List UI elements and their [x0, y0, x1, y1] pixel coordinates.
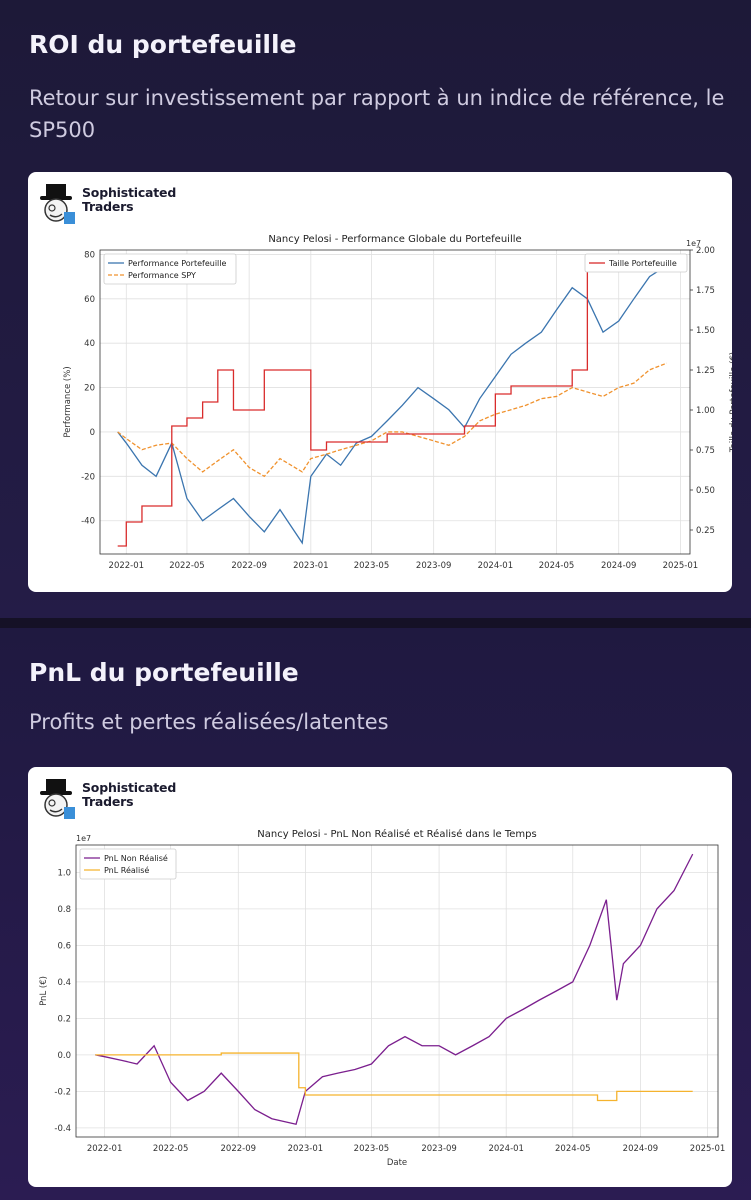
top-hat-mascot-icon [40, 779, 75, 819]
series-line-pnl-non-r-alis- [95, 853, 694, 1125]
legend-label: Performance Portefeuille [128, 259, 226, 268]
y2-tick-label: 0.50 [696, 486, 715, 496]
x-tick-label: 2024-05 [555, 1144, 591, 1154]
y2-tick-label: 1.00 [696, 406, 715, 416]
plot-frame [99, 249, 691, 555]
y2-offset-label: 1e7 [686, 239, 701, 248]
x-tick-label: 2022-09 [231, 561, 267, 571]
y2-tick-label: 2.00 [696, 246, 715, 256]
x-tick-label: 2024-01 [488, 1144, 524, 1154]
y-axis-label: Performance (%) [63, 366, 73, 437]
pnl-section-subtitle: Profits et pertes réalisées/latentes [29, 710, 389, 734]
y2-tick-label: 1.25 [696, 366, 715, 376]
legend-box [584, 253, 688, 273]
series-line-performance-spy [117, 362, 667, 478]
x-tick-label: 2022-05 [153, 1144, 189, 1154]
x-tick-label: 2023-05 [354, 1144, 390, 1154]
y2-tick-label: 1.50 [696, 326, 715, 336]
top-hat-mascot-icon [40, 184, 75, 224]
brand-name: Sophisticated Traders [82, 780, 177, 809]
roi-section-subtitle: Retour sur investissement par rapport à … [29, 86, 725, 142]
legend-box [103, 253, 237, 285]
section-divider [0, 618, 751, 628]
x-tick-label: 2022-01 [109, 561, 145, 571]
y2-tick-label: 0.25 [696, 526, 715, 536]
legend-label: Taille Portefeuille [608, 259, 677, 268]
y-tick-label: 60 [84, 295, 95, 305]
x-tick-label: 2023-09 [416, 561, 452, 571]
legend-label: Performance SPY [128, 271, 196, 280]
y-tick-label: 1.0 [57, 868, 71, 878]
x-tick-label: 2023-09 [421, 1144, 457, 1154]
y-tick-label: 0.2 [57, 1014, 71, 1024]
y-tick-label: -40 [81, 517, 95, 527]
chart-title: Nancy Pelosi - Performance Globale du Po… [268, 234, 521, 245]
x-tick-label: 2024-09 [601, 561, 637, 571]
y-offset-label: 1e7 [76, 834, 91, 843]
y2-tick-label: 0.75 [696, 446, 715, 456]
pnl-chart: Nancy Pelosi - PnL Non Réalisé et Réalis… [39, 828, 726, 1168]
x-tick-label: 2024-01 [478, 561, 514, 571]
legend-label: PnL Réalisé [104, 865, 149, 875]
x-tick-label: 2022-01 [87, 1144, 123, 1154]
roi-section-title: ROI du portefeuille [29, 30, 297, 59]
series-line-taille-portefeuille [117, 265, 667, 547]
y-axis-label: PnL (€) [39, 976, 49, 1006]
y-tick-label: 0.8 [57, 905, 71, 915]
plot-frame [75, 844, 719, 1138]
pnl-chart-card: Sophisticated Traders Nancy Pelosi - PnL … [28, 767, 732, 1187]
series-line-pnl-r-alis- [95, 1052, 693, 1102]
x-tick-label: 2023-01 [293, 561, 329, 571]
x-tick-label: 2024-05 [539, 561, 575, 571]
brand-logo: Sophisticated Traders [38, 777, 198, 823]
series-line-performance-portefeuille [117, 264, 668, 545]
x-tick-label: 2025-01 [690, 1144, 726, 1154]
y-tick-label: 80 [84, 250, 95, 260]
y-tick-label: 40 [84, 339, 95, 349]
y-tick-label: 0 [90, 428, 95, 438]
brand-name: Sophisticated Traders [82, 185, 177, 214]
x-tick-label: 2022-09 [221, 1144, 257, 1154]
x-axis-label: Date [387, 1158, 407, 1168]
y2-axis-label: Taille du Portefeuille (€) [729, 352, 732, 453]
y-tick-label: -20 [81, 472, 95, 482]
x-tick-label: 2023-05 [354, 561, 390, 571]
y-tick-label: 0.0 [57, 1051, 71, 1061]
x-tick-label: 2025-01 [663, 561, 699, 571]
pnl-section-title: PnL du portefeuille [29, 658, 299, 687]
legend-label: PnL Non Réalisé [104, 853, 168, 863]
legend-box [79, 848, 177, 880]
x-tick-label: 2022-05 [169, 561, 205, 571]
x-tick-label: 2024-09 [623, 1144, 659, 1154]
y-tick-label: -0.4 [54, 1124, 71, 1134]
chart-title: Nancy Pelosi - PnL Non Réalisé et Réalis… [257, 828, 536, 840]
y-tick-label: 0.6 [57, 941, 71, 951]
x-tick-label: 2023-01 [288, 1144, 324, 1154]
y2-tick-label: 1.75 [696, 286, 715, 296]
y-tick-label: 20 [84, 384, 95, 394]
roi-chart-card: Sophisticated Traders Nancy Pelosi - Perf… [28, 172, 732, 592]
performance-chart: Nancy Pelosi - Performance Globale du Po… [63, 234, 732, 571]
y-tick-label: -0.2 [54, 1087, 71, 1097]
y-tick-label: 0.4 [57, 978, 71, 988]
brand-logo: Sophisticated Traders [38, 182, 198, 228]
